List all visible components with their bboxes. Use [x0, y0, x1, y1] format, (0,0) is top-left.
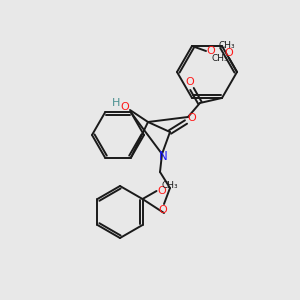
- Text: H: H: [112, 98, 120, 108]
- Text: O: O: [157, 186, 166, 196]
- Text: O: O: [159, 205, 167, 215]
- Text: CH₃: CH₃: [161, 181, 178, 190]
- Text: N: N: [159, 149, 167, 163]
- Text: O: O: [121, 102, 129, 112]
- Text: O: O: [207, 46, 215, 56]
- Text: CH₃: CH₃: [219, 40, 235, 50]
- Text: CH₃: CH₃: [212, 53, 228, 62]
- Text: O: O: [225, 48, 233, 58]
- Text: O: O: [186, 77, 194, 87]
- Text: O: O: [188, 113, 196, 123]
